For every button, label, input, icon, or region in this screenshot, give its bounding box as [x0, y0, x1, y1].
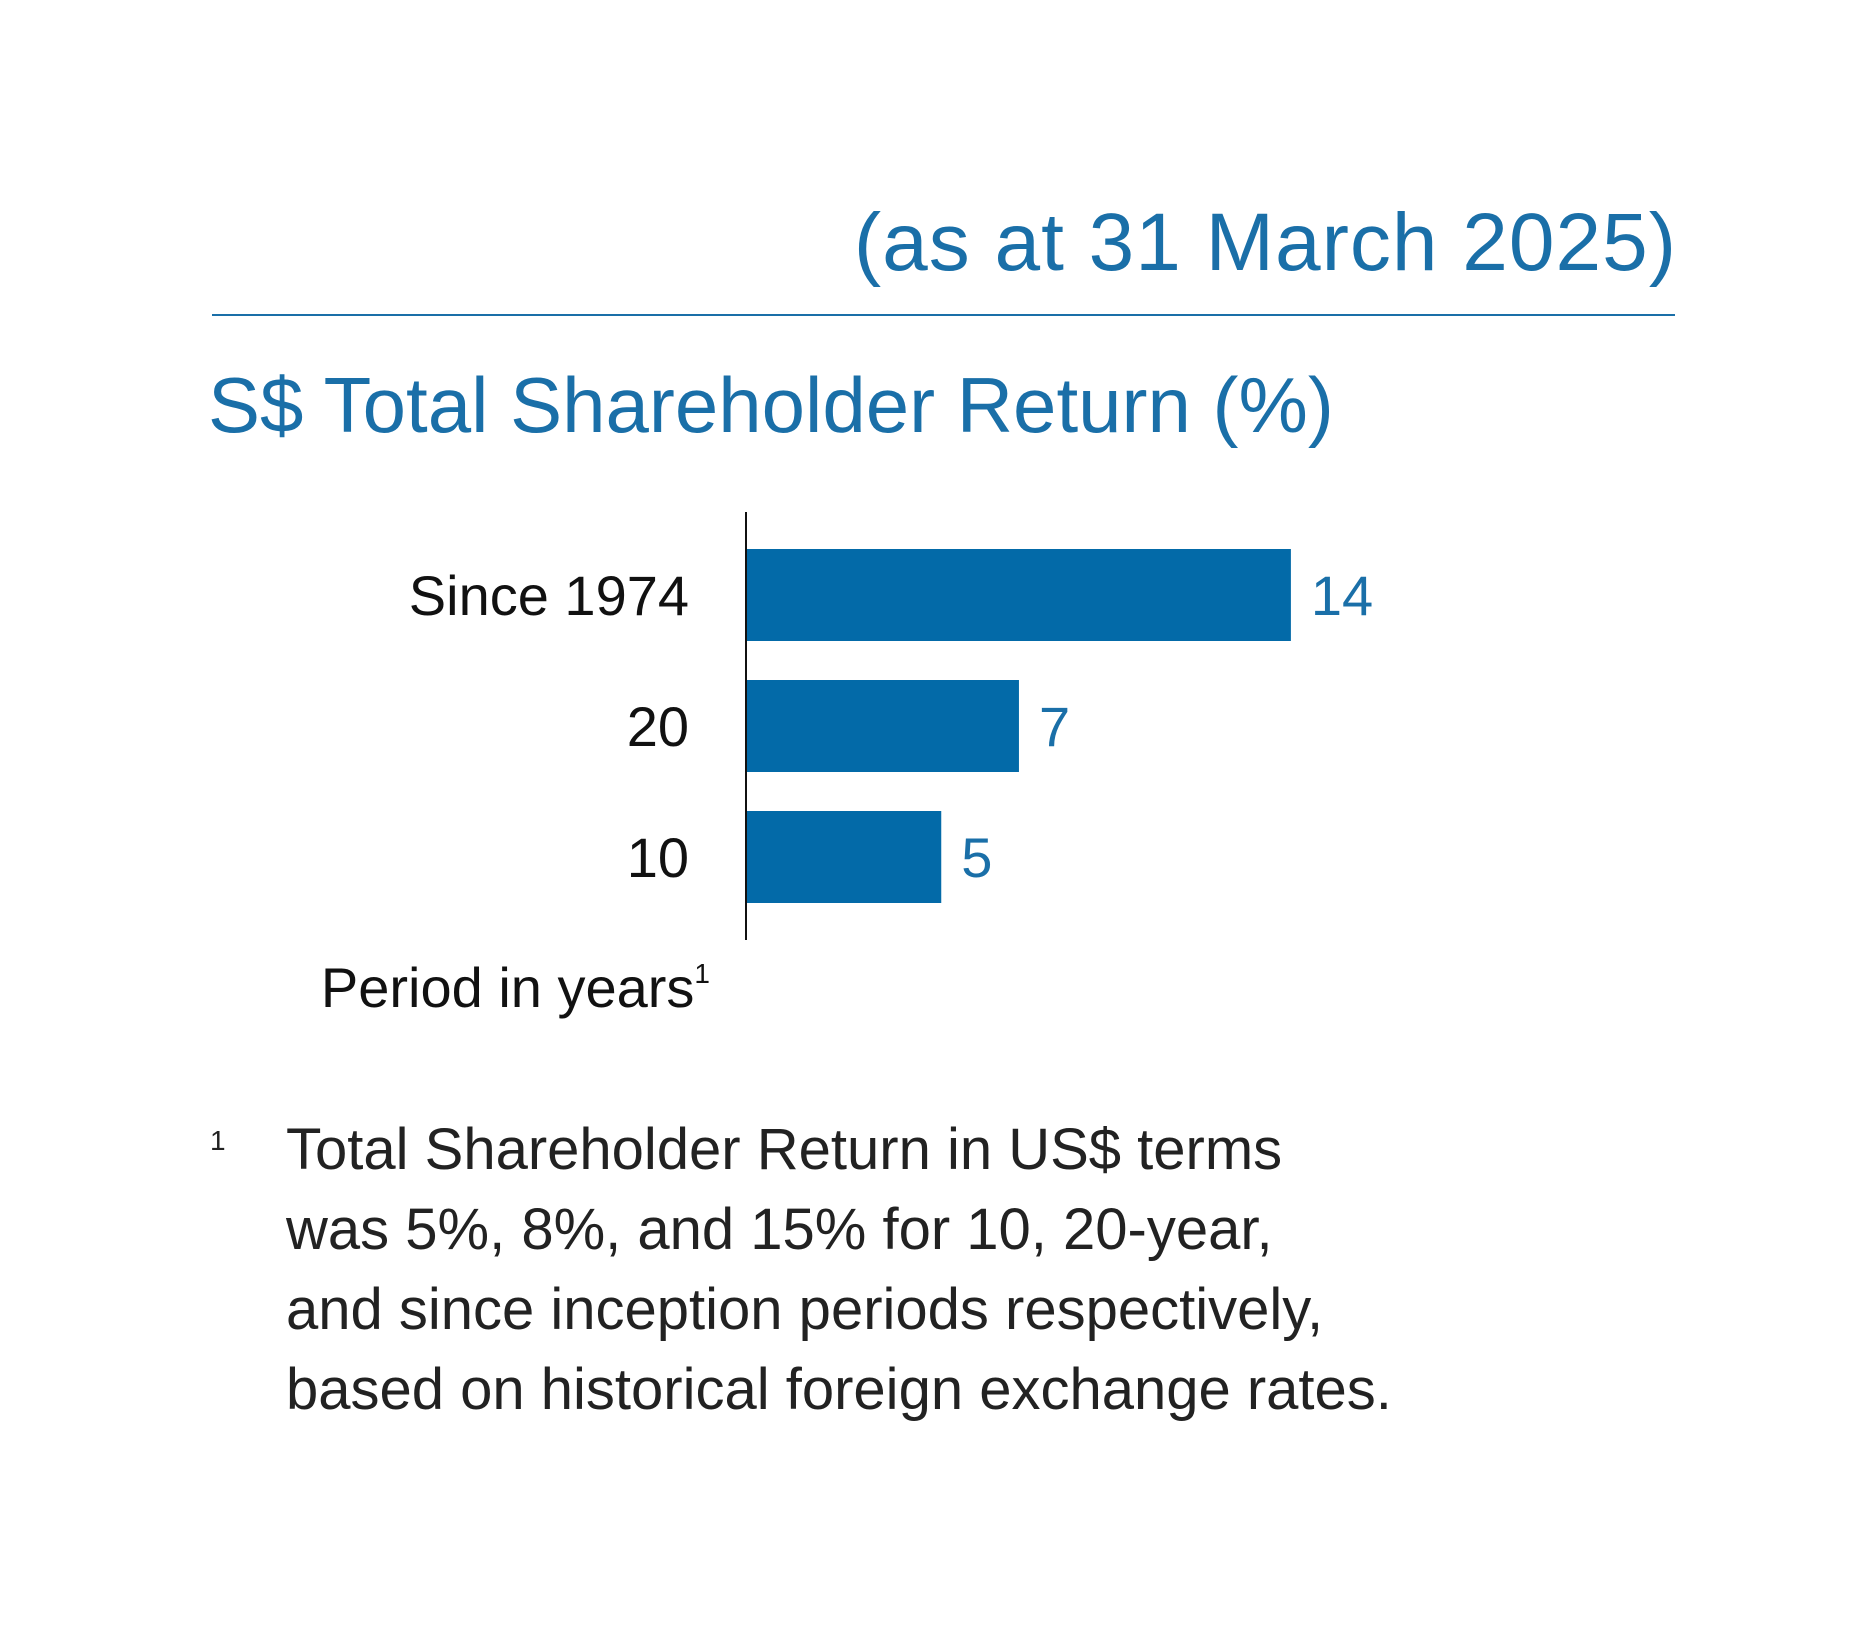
y-axis-title-text: Period in years — [320, 956, 695, 1019]
category-label: 20 — [627, 695, 689, 758]
data-label: 7 — [1039, 695, 1070, 758]
category-label: 10 — [627, 826, 689, 889]
bar — [747, 811, 942, 903]
header-divider — [212, 314, 1675, 316]
footnote-line: Total Shareholder Return in US$ terms — [286, 1117, 1283, 1182]
bar — [747, 680, 1019, 772]
as-at-date: (as at 31 March 2025) — [853, 197, 1677, 288]
bar — [747, 549, 1291, 641]
y-axis-title: Period in years1 — [321, 955, 710, 1020]
data-label: 14 — [1311, 564, 1373, 627]
footnote-line: based on historical foreign exchange rat… — [286, 1357, 1392, 1422]
footnote-line: was 5%, 8%, and 15% for 10, 20-year, — [286, 1197, 1273, 1262]
footnote-line: and since inception periods respectively… — [286, 1277, 1324, 1342]
data-label: 5 — [961, 826, 992, 889]
footnote: Total Shareholder Return in US$ terms wa… — [286, 1110, 1666, 1430]
y-axis-footnote-marker: 1 — [694, 958, 710, 990]
footnote-marker: 1 — [210, 1125, 226, 1156]
chart-title: S$ Total Shareholder Return (%) — [208, 361, 1334, 449]
category-label: Since 1974 — [409, 564, 689, 627]
